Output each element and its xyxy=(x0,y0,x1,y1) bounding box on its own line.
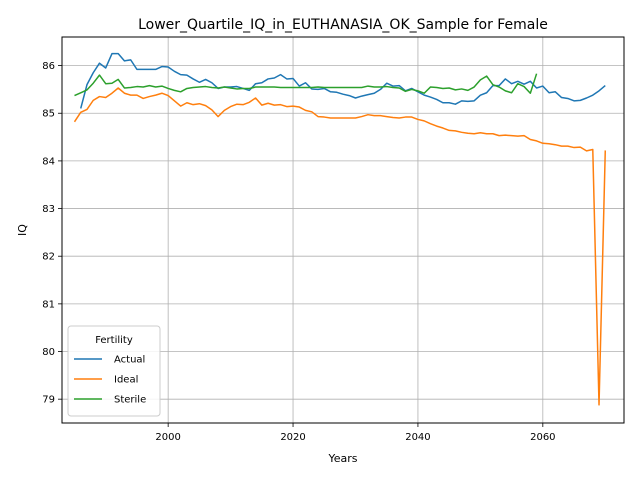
y-tick-label: 82 xyxy=(42,252,55,263)
legend-title: Fertility xyxy=(95,335,133,346)
legend: Fertility Actual Ideal Sterile xyxy=(67,325,161,417)
x-tick-label: 2060 xyxy=(530,432,555,443)
y-axis-label: IQ xyxy=(16,224,29,236)
series-line-actual xyxy=(80,52,606,109)
y-tick-label: 84 xyxy=(42,156,55,167)
y-tick-label: 81 xyxy=(42,299,55,310)
legend-box xyxy=(67,325,161,417)
y-tick-label: 85 xyxy=(42,109,55,120)
y-tick-label: 86 xyxy=(42,61,55,72)
y-tick-label: 79 xyxy=(42,395,55,406)
grid xyxy=(62,37,624,423)
series-line-ideal xyxy=(73,87,607,406)
x-tick-label: 2020 xyxy=(280,432,305,443)
axis-ticks: 2000 2020 2040 2060 79 80 81 82 83 84 85 86 xyxy=(42,61,555,443)
series-line-sterile xyxy=(74,73,538,97)
y-tick-label: 83 xyxy=(42,204,55,215)
plot-frame xyxy=(61,36,625,424)
x-axis-label: Years xyxy=(327,452,357,465)
legend-label-actual: Actual xyxy=(114,355,145,366)
series-lines xyxy=(73,52,607,406)
x-tick-label: 2040 xyxy=(405,432,430,443)
x-tick-label: 2000 xyxy=(155,432,180,443)
y-tick-label: 80 xyxy=(42,347,55,358)
legend-label-ideal: Ideal xyxy=(114,375,138,386)
chart-title: Lower_Quartile_IQ_in_EUTHANASIA_OK_Sampl… xyxy=(138,17,548,33)
legend-label-sterile: Sterile xyxy=(114,395,146,406)
